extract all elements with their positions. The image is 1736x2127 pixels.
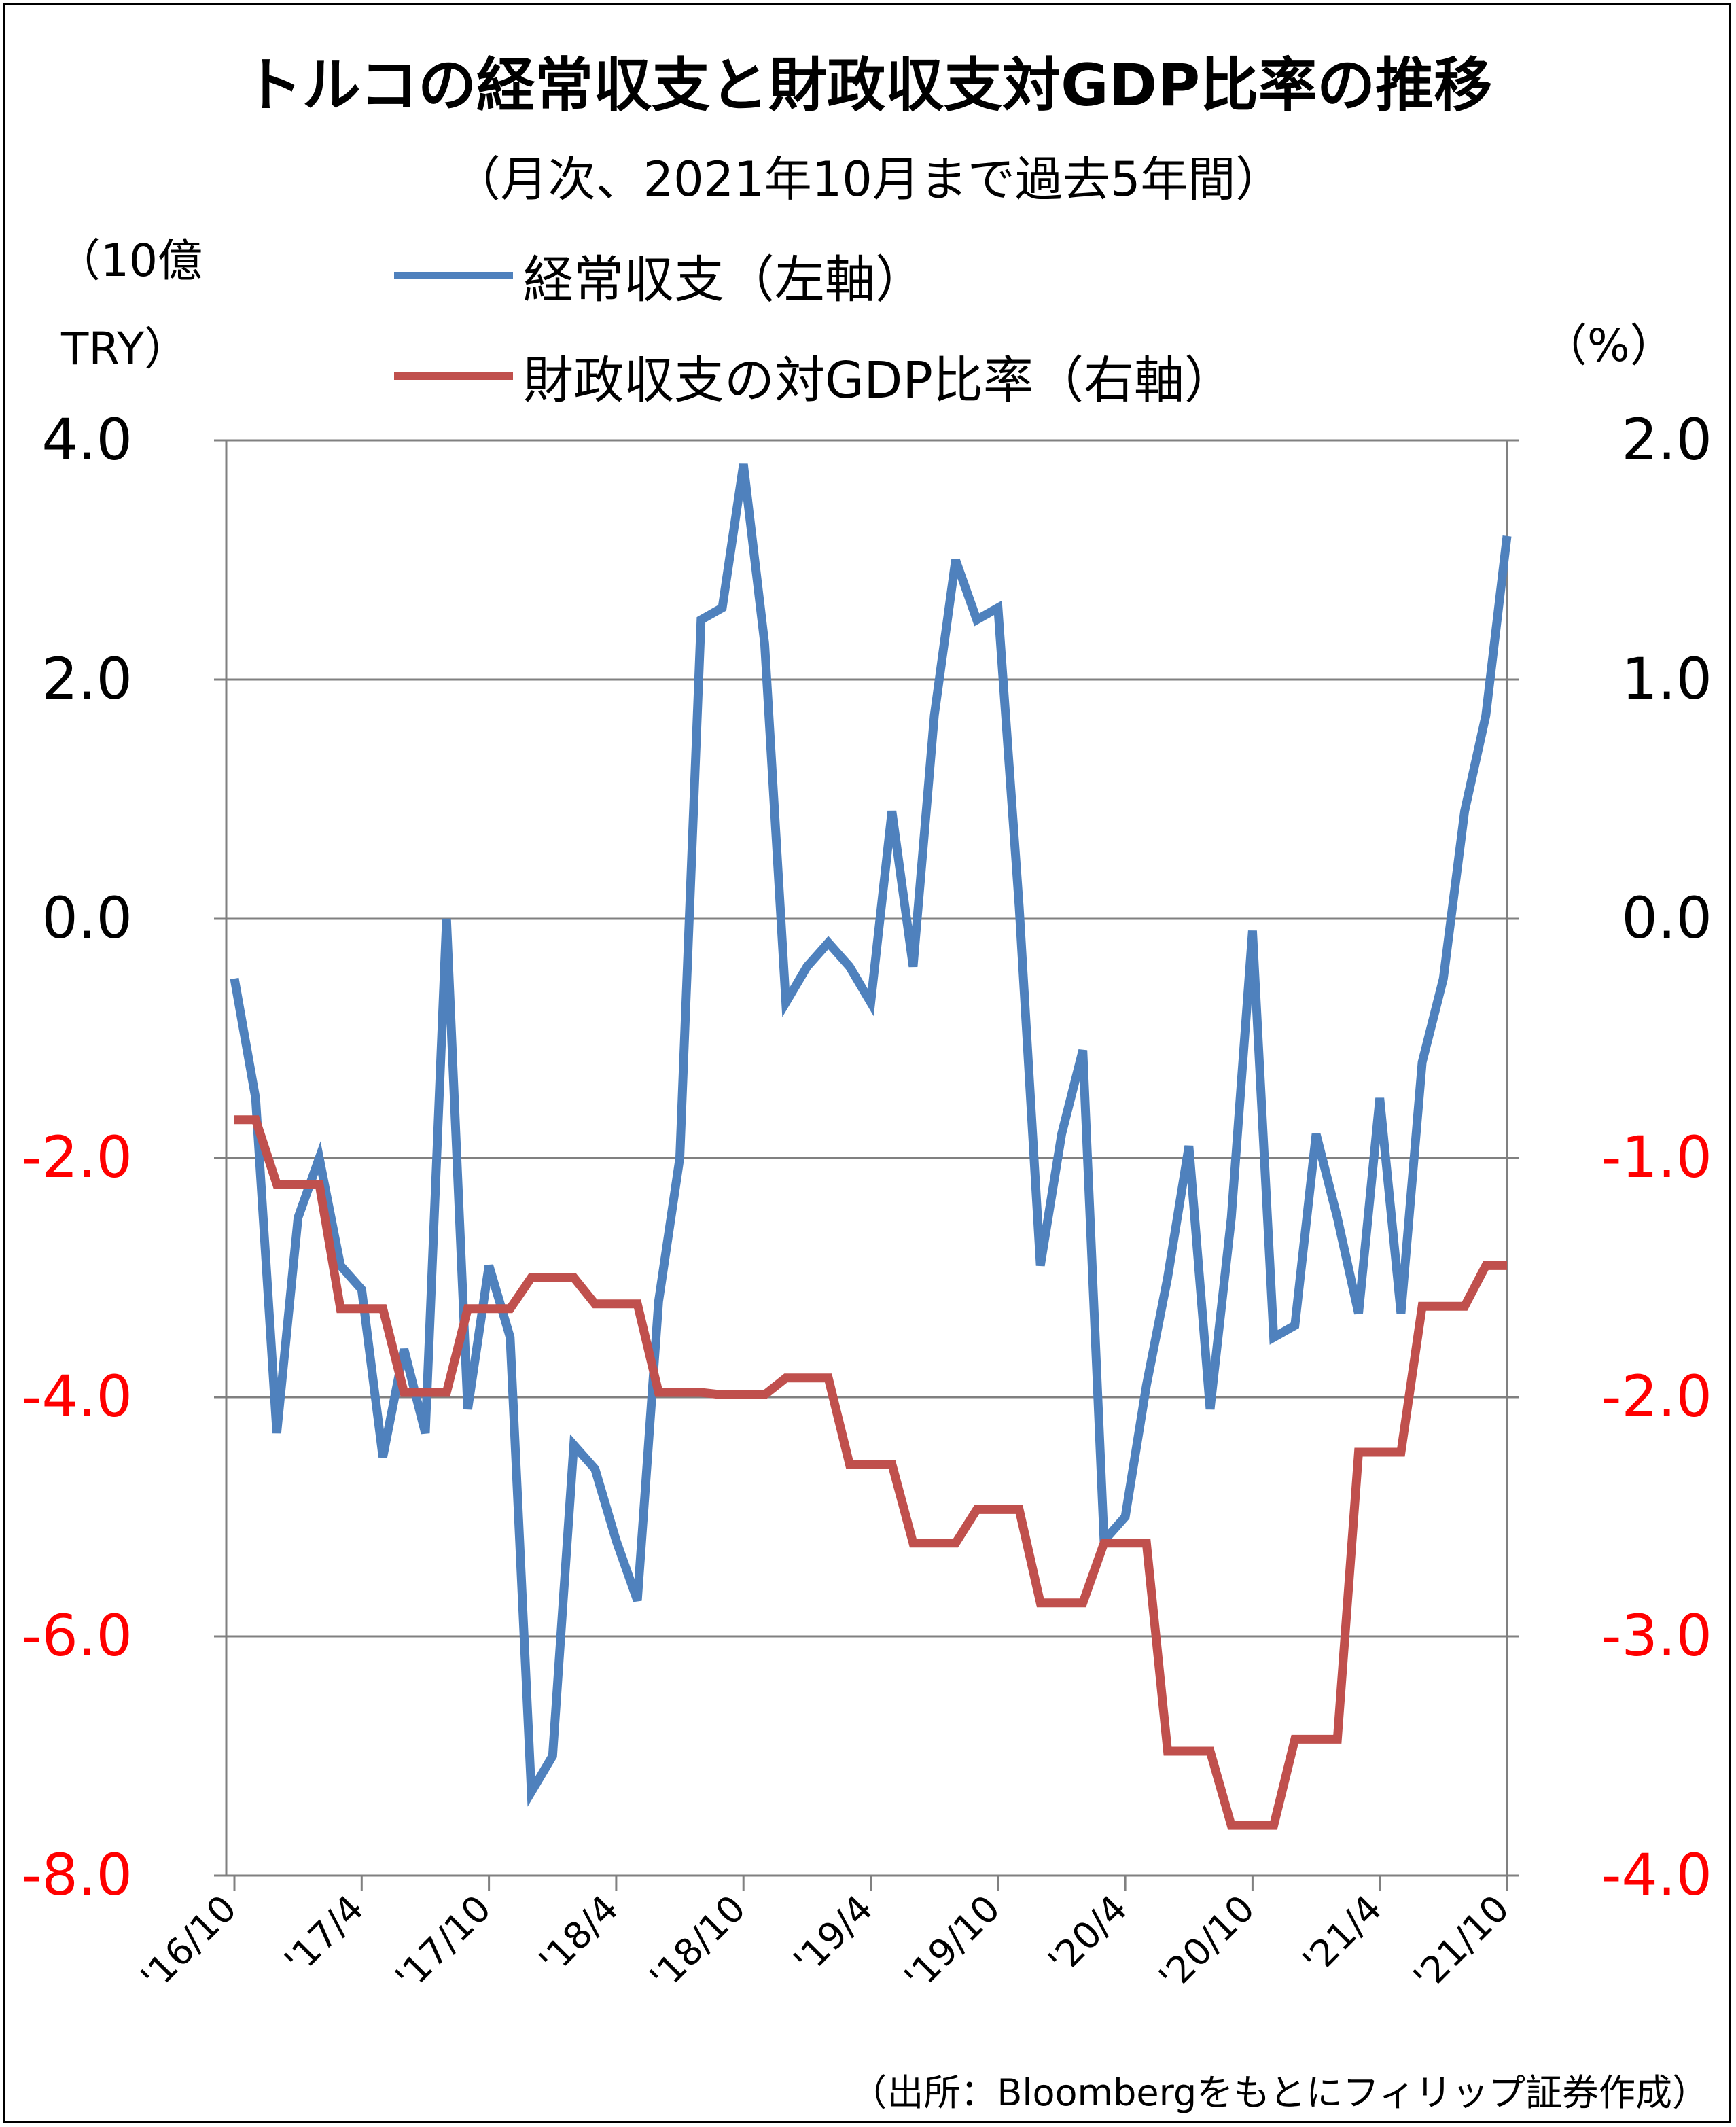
source-note: （出所：Bloombergをもとにフィリップ証券作成） bbox=[850, 2071, 1709, 2114]
page-frame bbox=[3, 3, 1731, 2123]
legend-swatch-fiscal-balance bbox=[394, 372, 513, 380]
chart-subtitle: （月次、2021年10月まで過去5年間） bbox=[453, 152, 1283, 207]
chart-title: トルコの経常収支と財政収支対GDP比率の推移 bbox=[243, 52, 1493, 120]
left-axis-unit-line1: （10億 bbox=[56, 234, 202, 287]
x-axis-tick-label: '16/10 bbox=[132, 1887, 245, 1999]
left-axis-tick-label: -4.0 bbox=[21, 1363, 132, 1430]
x-axis-tick-label: '20/10 bbox=[1151, 1887, 1263, 1999]
left-axis-unit-line2: TRY） bbox=[61, 323, 190, 375]
x-axis-tick-label: '20/4 bbox=[1040, 1887, 1136, 1983]
series-line-fiscal-balance bbox=[234, 1115, 1507, 1830]
left-axis-tick-label: -8.0 bbox=[21, 1842, 132, 1908]
legend-swatch-current-account bbox=[394, 272, 513, 279]
left-axis-tick-label: -2.0 bbox=[21, 1124, 132, 1191]
left-axis-tick-label: 0.0 bbox=[41, 885, 132, 951]
x-axis-tick-label: '18/4 bbox=[531, 1887, 626, 1983]
legend-label-fiscal-balance: 財政収支の対GDP比率（右軸） bbox=[523, 351, 1235, 410]
left-axis-tick-label: -6.0 bbox=[21, 1602, 132, 1669]
right-axis-tick-label: 1.0 bbox=[1621, 646, 1712, 712]
series-line-current-account bbox=[230, 463, 1512, 1807]
right-axis-tick-label: -2.0 bbox=[1601, 1363, 1712, 1430]
left-axis-tick-label: 4.0 bbox=[41, 406, 132, 473]
left-axis-tick-label: 2.0 bbox=[41, 646, 132, 712]
right-axis-tick-label: 0.0 bbox=[1621, 885, 1712, 951]
x-axis-tick-label: '21/4 bbox=[1294, 1887, 1390, 1983]
x-axis-tick-label: '19/4 bbox=[785, 1887, 881, 1983]
legend-label-current-account: 経常収支（左軸） bbox=[523, 251, 925, 309]
right-axis-tick-label: -4.0 bbox=[1601, 1842, 1712, 1908]
x-axis-tick-label: '17/4 bbox=[277, 1887, 372, 1983]
x-axis-tick-label: '21/10 bbox=[1405, 1887, 1517, 1999]
right-axis-unit: （%） bbox=[1542, 319, 1675, 372]
x-axis-tick-label: '18/10 bbox=[641, 1887, 754, 1999]
x-axis-tick-label: '17/10 bbox=[387, 1887, 499, 1999]
right-axis-tick-label: -3.0 bbox=[1601, 1602, 1712, 1669]
right-axis-tick-label: 2.0 bbox=[1621, 406, 1712, 473]
right-axis-tick-label: -1.0 bbox=[1601, 1124, 1712, 1191]
x-axis-tick-label: '19/10 bbox=[896, 1887, 1008, 1999]
